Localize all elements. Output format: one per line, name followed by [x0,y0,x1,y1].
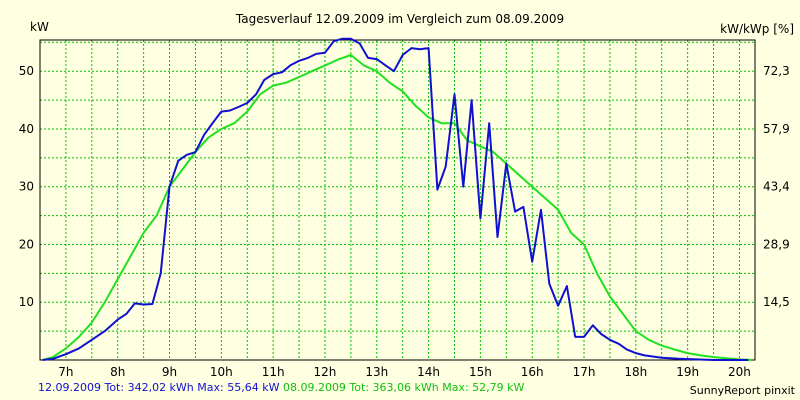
x-tick-label: 17h [573,365,596,379]
series-layer [42,37,753,361]
y-tick-label: 10 [19,295,34,309]
series1-summary: 12.09.2009 Tot: 342,02 kWh Max: 55,64 kW [38,381,280,394]
x-tick-label: 20h [728,365,751,379]
x-tick-label: 10h [210,365,233,379]
y2-tick-label: 14,5 [763,295,790,309]
x-tick-labels: 7h 8h 9h 10h 11h 12h 13h 14h 15h 16h 17h 18h 19h 20h [58,365,751,379]
series-line-1 [42,37,749,361]
y-tick-label: 30 [19,180,34,194]
x-tick-label: 15h [469,365,492,379]
y-tick-label: 40 [19,122,34,136]
y2-tick-label: 57,9 [763,122,790,136]
chart-title: Tagesverlauf 12.09.2009 im Vergleich zum… [235,12,565,26]
x-tick-label: 12h [314,365,337,379]
x-tick-label: 13h [365,365,388,379]
y-tick-label: 50 [19,64,34,78]
y2-tick-label: 72,3 [763,64,790,78]
x-tick-label: 18h [624,365,647,379]
y2-tick-labels: 14,5 28,9 43,4 57,9 72,3 [763,64,790,309]
x-tick-label: 9h [162,365,177,379]
y2-tick-label: 43,4 [763,180,790,194]
series2-summary: 08.09.2009 Tot: 363,06 kWh Max: 52,79 kW [282,381,525,394]
x-tick-label: 8h [110,365,125,379]
brand-label: SunnyReport pinxit [689,384,795,397]
series-line-2 [42,54,753,361]
x-tick-label: 19h [676,365,699,379]
y-tick-labels: 10 20 30 40 50 [19,64,34,309]
y2-tick-label: 28,9 [763,237,790,251]
x-tick-label: 7h [58,365,73,379]
y-axis-unit: kW [30,20,49,34]
grid-layer [40,40,755,360]
x-tick-label: 16h [521,365,544,379]
x-tick-label: 11h [262,365,285,379]
y2-axis-unit: kW/kWp [%] [720,22,794,36]
footer-summary: 12.09.2009 Tot: 342,02 kWh Max: 55,64 kW… [38,381,524,394]
x-tick-label: 14h [417,365,440,379]
plot-frame [39,39,756,361]
y-tick-label: 20 [19,237,34,251]
